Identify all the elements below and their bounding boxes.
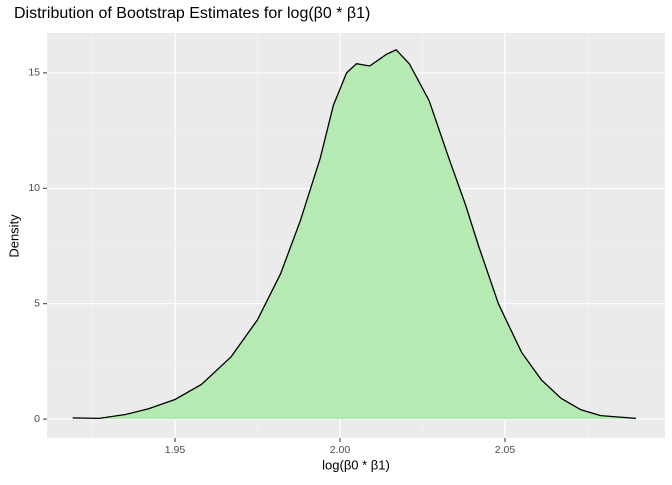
y-tick-label: 10 — [28, 182, 40, 194]
y-tick-label: 0 — [34, 413, 40, 425]
y-tick-label: 5 — [34, 297, 40, 309]
x-tick-label: 2.00 — [330, 444, 351, 456]
y-axis-label: Density — [6, 214, 21, 258]
x-tick-label: 2.05 — [495, 444, 516, 456]
chart-title: Distribution of Bootstrap Estimates for … — [14, 5, 370, 22]
x-axis-label: log(β0 * β1) — [322, 457, 390, 472]
density-area — [72, 49, 636, 420]
y-tick-label: 15 — [28, 67, 40, 79]
x-tick-label: 1.95 — [165, 444, 186, 456]
density-line — [72, 49, 637, 420]
